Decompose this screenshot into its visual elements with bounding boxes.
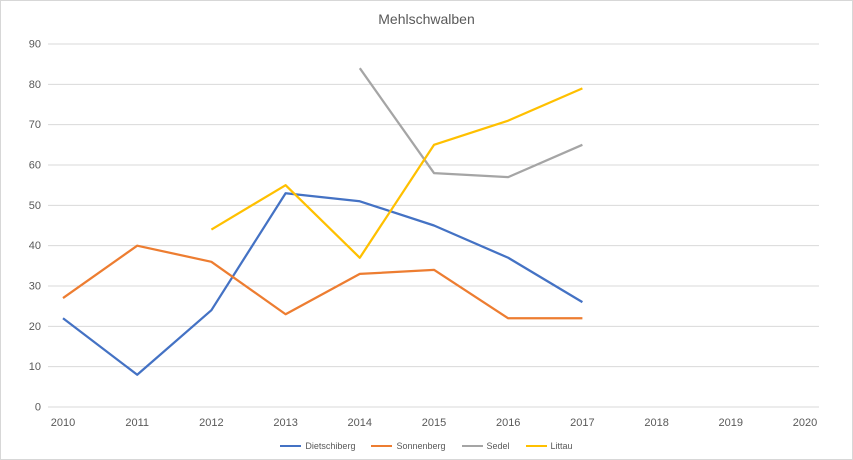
y-axis-labels: 0 10 20 30 40 50 60 70 80 90 [29, 39, 41, 414]
svg-text:2010: 2010 [51, 417, 75, 429]
legend-line-swatch [461, 444, 483, 448]
svg-text:2017: 2017 [570, 417, 594, 429]
svg-text:2020: 2020 [793, 417, 817, 429]
svg-text:80: 80 [29, 79, 41, 91]
svg-text:2014: 2014 [348, 417, 372, 429]
legend-line-swatch [525, 444, 547, 448]
svg-text:2012: 2012 [199, 417, 223, 429]
svg-text:70: 70 [29, 119, 41, 131]
x-axis-labels: 2010 2011 2012 2013 2014 2015 2016 2017 2018 2019… [51, 417, 817, 429]
svg-text:2015: 2015 [422, 417, 446, 429]
legend-label: Sonnenberg [396, 441, 446, 451]
legend-item-dietschiberg: Dietschiberg [280, 441, 355, 451]
svg-text:2011: 2011 [125, 417, 149, 429]
legend-label: Sedel [486, 441, 510, 451]
svg-text:2013: 2013 [273, 417, 297, 429]
legend: Dietschiberg Sonnenberg Sedel Littau [1, 441, 852, 451]
svg-text:90: 90 [29, 39, 41, 51]
svg-text:2016: 2016 [496, 417, 520, 429]
legend-line-swatch [280, 444, 302, 448]
svg-text:2019: 2019 [719, 417, 743, 429]
svg-text:20: 20 [29, 321, 41, 333]
series-lines [62, 67, 583, 376]
svg-text:50: 50 [29, 200, 41, 212]
svg-text:2018: 2018 [644, 417, 668, 429]
svg-text:40: 40 [29, 240, 41, 252]
svg-text:0: 0 [35, 402, 41, 414]
legend-item-sedel: Sedel [461, 441, 510, 451]
legend-item-sonnenberg: Sonnenberg [371, 441, 446, 451]
legend-label: Dietschiberg [305, 441, 356, 451]
svg-text:30: 30 [29, 281, 41, 293]
legend-item-littau: Littau [525, 441, 573, 451]
svg-text:10: 10 [29, 361, 41, 373]
legend-line-swatch [371, 444, 393, 448]
chart-title: Mehlschwalben [378, 11, 475, 27]
gridlines [48, 43, 819, 408]
svg-text:60: 60 [29, 160, 41, 172]
legend-label: Littau [550, 441, 573, 451]
